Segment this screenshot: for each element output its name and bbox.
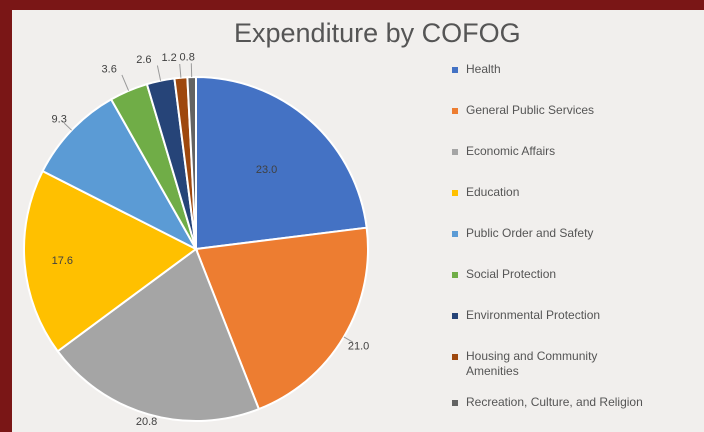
legend-swatch (452, 400, 458, 406)
legend-item-recreation-culture-and-religion: Recreation, Culture, and Religion (452, 395, 696, 410)
legend-item-health: Health (452, 62, 696, 77)
legend-label: Environmental Protection (466, 308, 601, 322)
data-label-recreation-culture-and-religion: 0.8 (180, 51, 195, 63)
legend-item-economic-affairs: Economic Affairs (452, 144, 696, 159)
pie-slice-general-public-services (194, 226, 369, 411)
legend-item-housing-and-community-amenities: Housing and Community Amenities (452, 349, 626, 379)
data-label-public-order-and-safety: 9.3 (52, 113, 67, 125)
legend-label: Health (466, 62, 501, 76)
leader-line-social-protection (121, 74, 130, 91)
legend-swatch (452, 108, 458, 114)
legend-label: Economic Affairs (466, 144, 556, 158)
data-label-environmental-protection: 2.6 (136, 54, 151, 66)
pie-slice-public-order-and-safety (41, 98, 199, 252)
legend-item-education: Education (452, 185, 696, 200)
data-label-education: 17.6 (52, 255, 73, 267)
legend-label: General Public Services (466, 103, 595, 117)
chart-title: Expenditure by COFOG (234, 18, 521, 48)
legend-swatch (452, 149, 458, 155)
pie-slice-economic-affairs (56, 247, 261, 423)
pie-slice-health (195, 75, 368, 251)
data-label-social-protection: 3.6 (102, 64, 117, 76)
leader-line-general-public-services (343, 336, 353, 343)
legend-swatch (452, 272, 458, 278)
chart-panel: Expenditure by COFOG 23.0 21.0 20.8 17.6 9.3… (12, 10, 704, 432)
legend-label: Recreation, Culture, and Religion (466, 395, 643, 409)
leader-line-housing-and-community-amenities (179, 63, 182, 78)
legend-item-general-public-services: General Public Services (452, 103, 696, 118)
data-label-health: 23.0 (256, 164, 277, 176)
leader-line-public-order-and-safety (63, 122, 72, 131)
leader-line-environmental-protection (156, 65, 162, 81)
data-label-housing-and-community-amenities: 1.2 (161, 52, 176, 64)
data-label-economic-affairs: 20.8 (136, 416, 157, 428)
legend-swatch (452, 231, 458, 237)
legend-item-public-order-and-safety: Public Order and Safety (452, 226, 696, 241)
legend-label: Education (466, 185, 520, 199)
legend-item-environmental-protection: Environmental Protection (452, 308, 696, 323)
legend-swatch (452, 313, 458, 319)
data-label-general-public-services: 21.0 (348, 341, 369, 353)
legend-label: Housing and Community Amenities (466, 349, 598, 378)
legend-label: Public Order and Safety (466, 226, 594, 240)
legend-swatch (452, 67, 458, 73)
legend-item-social-protection: Social Protection (452, 267, 696, 282)
pie-slice-education (23, 169, 198, 353)
pie-chart: 23.0 21.0 20.8 17.6 9.3 3.6 2.6 1.2 0.8 (23, 51, 369, 428)
legend-swatch (452, 354, 458, 360)
legend-label: Social Protection (466, 267, 557, 281)
legend-swatch (452, 190, 458, 196)
